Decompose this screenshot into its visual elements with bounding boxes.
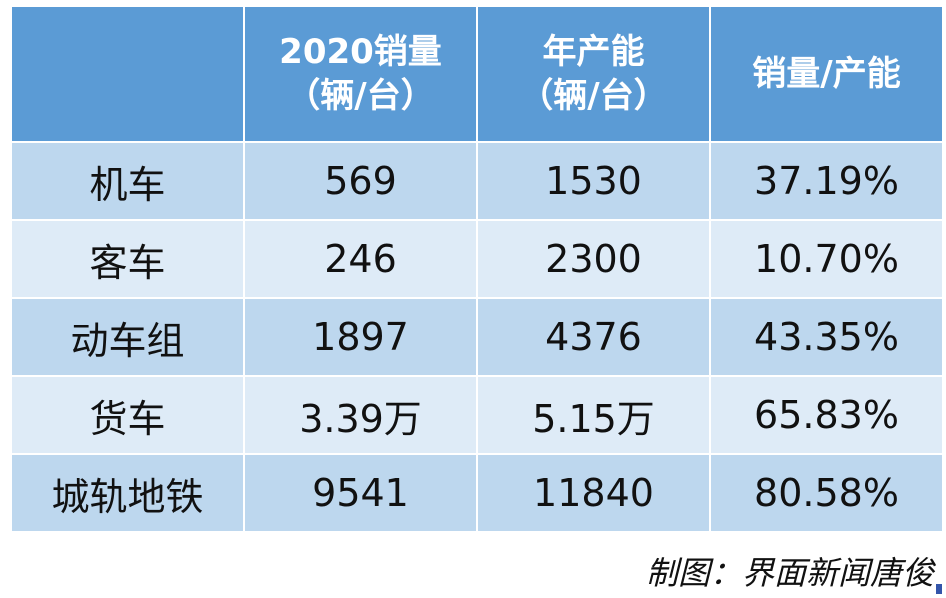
cell-ratio: 10.70% — [709, 219, 944, 299]
cell-ratio: 43.35% — [709, 297, 944, 377]
cell-ratio: 65.83% — [709, 375, 944, 455]
cell-capacity: 1530 — [476, 141, 711, 221]
table-row: 城轨地铁 9541 11840 80.58% — [10, 453, 944, 533]
cell-sales: 569 — [243, 141, 478, 221]
cell-capacity: 5.15万 — [476, 375, 711, 455]
header-capacity: 年产能 （辆/台） — [476, 5, 711, 143]
header-ratio: 销量/产能 — [709, 5, 944, 143]
corner-mark — [936, 584, 942, 594]
header-row: 2020销量 （辆/台） 年产能 （辆/台） 销量/产能 — [10, 5, 944, 143]
header-ratio-label: 销量/产能 — [752, 54, 901, 94]
table-row: 货车 3.39万 5.15万 65.83% — [10, 375, 944, 455]
data-table-container: 2020销量 （辆/台） 年产能 （辆/台） 销量/产能 机车 569 1530… — [10, 5, 944, 533]
header-sales: 2020销量 （辆/台） — [243, 5, 478, 143]
table-row: 机车 569 1530 37.19% — [10, 141, 944, 221]
cell-sales: 9541 — [243, 453, 478, 533]
cell-sales: 246 — [243, 219, 478, 299]
cell-ratio: 80.58% — [709, 453, 944, 533]
header-sales-line2: （辆/台） — [286, 76, 435, 116]
cell-sales: 3.39万 — [243, 375, 478, 455]
cell-category: 动车组 — [10, 297, 245, 377]
cell-category: 客车 — [10, 219, 245, 299]
header-category — [10, 5, 245, 143]
cell-sales: 1897 — [243, 297, 478, 377]
cell-ratio: 37.19% — [709, 141, 944, 221]
table-row: 动车组 1897 4376 43.35% — [10, 297, 944, 377]
header-capacity-line2: （辆/台） — [519, 76, 668, 116]
sales-capacity-table: 2020销量 （辆/台） 年产能 （辆/台） 销量/产能 机车 569 1530… — [10, 5, 944, 533]
cell-category: 机车 — [10, 141, 245, 221]
header-capacity-line1: 年产能 — [542, 32, 645, 72]
cell-capacity: 11840 — [476, 453, 711, 533]
cell-capacity: 2300 — [476, 219, 711, 299]
cell-category: 货车 — [10, 375, 245, 455]
cell-capacity: 4376 — [476, 297, 711, 377]
header-sales-line1: 2020销量 — [279, 32, 442, 72]
chart-credit: 制图：界面新闻唐俊 — [645, 554, 934, 592]
table-row: 客车 246 2300 10.70% — [10, 219, 944, 299]
cell-category: 城轨地铁 — [10, 453, 245, 533]
